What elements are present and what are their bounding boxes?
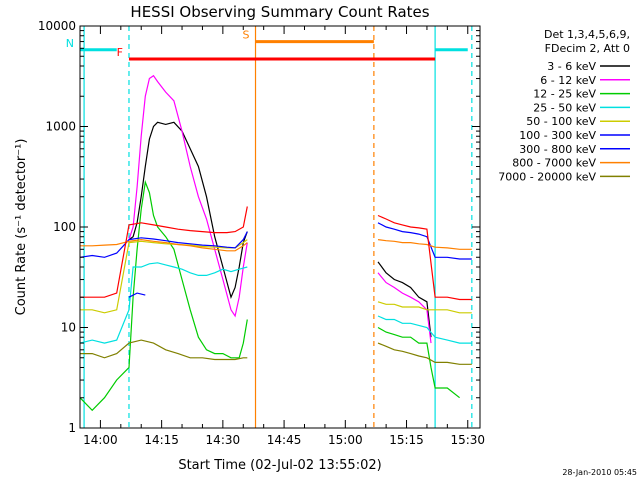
legend: Det 1,3,4,5,6,9, FDecim 2, Att 0 3 - 6 k…	[498, 28, 630, 183]
plot-area: N S F	[66, 26, 473, 428]
y-tick-label: 100	[53, 220, 76, 234]
y-tick-label: 10	[61, 321, 76, 335]
series-line-red	[377, 214, 472, 301]
series-line-5	[79, 231, 248, 258]
legend-header-line-1: Det 1,3,4,5,6,9,	[544, 28, 630, 41]
series-line-1	[128, 74, 248, 318]
legend-item-label: 800 - 7000 keV	[512, 157, 596, 170]
x-tick-label: 15:00	[328, 433, 363, 447]
legend-item-label: 7000 - 20000 keV	[498, 170, 596, 183]
legend-item-label: 50 - 100 keV	[526, 115, 596, 128]
flag-label-S: S	[243, 29, 250, 42]
series-line-2	[79, 179, 248, 412]
series-line-2	[377, 326, 460, 399]
series-line-red	[80, 206, 248, 298]
y-axis: 1 10 100 1000 10000	[38, 19, 480, 435]
x-tick-label: 14:30	[206, 433, 241, 447]
x-axis: 14:00 14:15 14:30 14:45 15:00 15:15 15:30	[83, 26, 485, 447]
x-tick-label: 14:45	[267, 433, 302, 447]
x-tick-label: 15:30	[450, 433, 485, 447]
series-line-8	[377, 342, 472, 365]
series-line-7	[377, 239, 472, 250]
x-tick-label: 15:15	[389, 433, 424, 447]
x-tick-label: 14:15	[144, 433, 179, 447]
x-tick-label: 14:00	[83, 433, 118, 447]
legend-item-label: 6 - 12 keV	[540, 74, 596, 87]
flag-label-N: N	[66, 37, 74, 50]
y-tick-label: 1000	[45, 120, 76, 134]
footer-date: 28-Jan-2010 05:45	[562, 468, 637, 477]
y-tick-label: 10000	[38, 19, 76, 33]
flag-label-F: F	[117, 46, 123, 59]
legend-header-line-2: FDecim 2, Att 0	[545, 42, 630, 55]
legend-item-label: 25 - 50 keV	[533, 101, 596, 114]
series-line-0	[377, 261, 432, 338]
legend-item-label: 12 - 25 keV	[533, 88, 596, 101]
series-line-1	[377, 272, 432, 344]
y-axis-label: Count Rate (s⁻¹ detector⁻¹)	[14, 139, 29, 316]
series-line-3	[79, 262, 248, 344]
chart-title: HESSI Observing Summary Count Rates	[130, 3, 429, 21]
legend-item-label: 100 - 300 keV	[519, 129, 596, 142]
series-line-6	[128, 292, 146, 298]
series-line-7	[80, 238, 248, 252]
x-axis-label: Start Time (02-Jul-02 13:55:02)	[178, 458, 381, 473]
series-line-3	[377, 315, 472, 344]
series-line-5	[377, 222, 472, 260]
y-tick-label: 1	[68, 421, 76, 435]
series-line-4	[377, 301, 472, 314]
legend-item-label: 3 - 6 keV	[547, 60, 596, 73]
series-line-8	[80, 339, 248, 361]
legend-item-label: 300 - 800 keV	[519, 143, 596, 156]
